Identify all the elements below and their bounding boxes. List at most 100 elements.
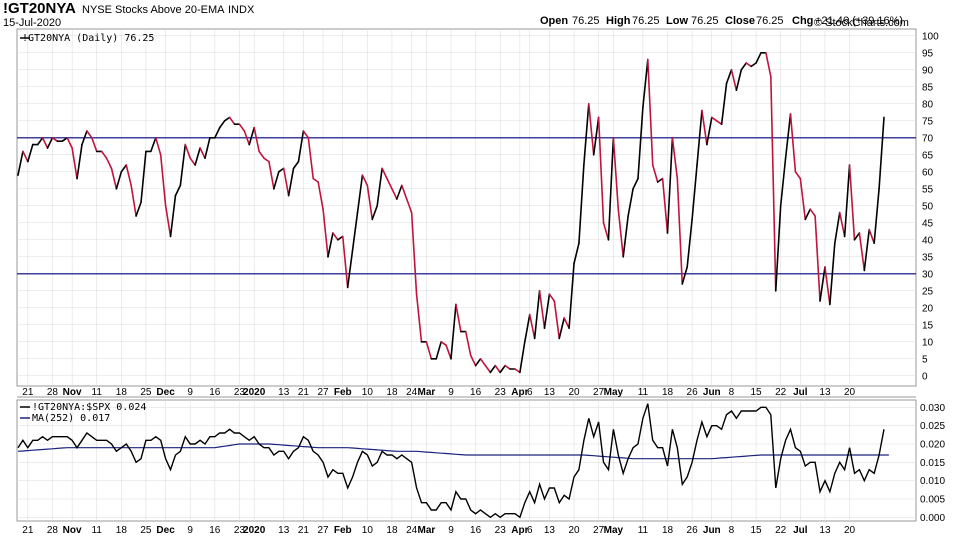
breadth-segment <box>194 147 201 166</box>
close-label: Close <box>725 15 755 27</box>
x-tick-label: Jun <box>703 387 721 398</box>
breadth-segment <box>199 147 206 159</box>
symbol-title: !GT20NYA <box>3 0 76 17</box>
breadth-segment <box>356 174 364 214</box>
y-tick-label: 0.010 <box>920 476 945 487</box>
breadth-segment <box>27 143 34 163</box>
main-y-axis: 0 5 10 15 20 25 30 35 40 45 50 55 60 65 70 75 80 85 90 95 10… <box>922 31 939 382</box>
breadth-segment <box>253 126 260 153</box>
y-tick-label: 5 <box>922 354 928 365</box>
breadth-segment <box>681 266 688 285</box>
y-tick-label: 70 <box>922 133 934 144</box>
breadth-segment <box>86 130 93 139</box>
breadth-segment <box>22 150 29 163</box>
breadth-segment <box>750 62 757 68</box>
breadth-segment <box>740 62 748 71</box>
x-tick-label: 9 <box>187 387 193 398</box>
breadth-segment <box>189 157 196 166</box>
breadth-segment <box>774 205 782 292</box>
x-tick-label: 20 <box>844 387 856 398</box>
x-tick-label: 13 <box>278 525 290 536</box>
breadth-segment <box>51 137 59 142</box>
breadth-segment <box>637 106 644 180</box>
breadth-segment <box>277 167 285 173</box>
y-tick-label: 55 <box>922 184 934 195</box>
breadth-segment <box>770 75 777 292</box>
breadth-segment <box>445 344 452 360</box>
x-tick-label: 11 <box>92 387 103 398</box>
breadth-segment <box>858 232 866 272</box>
x-tick-label: Jul <box>793 525 808 536</box>
y-tick-label: 0.015 <box>920 458 945 469</box>
low-value: 76.25 <box>691 15 719 27</box>
y-tick-label: 0 <box>922 371 928 382</box>
main-panel-frame <box>16 28 917 387</box>
y-tick-label: 35 <box>922 252 934 263</box>
breadth-segment <box>415 293 423 343</box>
breadth-segment <box>696 109 703 166</box>
breadth-segment <box>164 205 172 238</box>
breadth-segment <box>273 171 280 190</box>
breadth-segment <box>642 58 649 108</box>
ratio-lines <box>17 403 889 519</box>
breadth-segment <box>243 130 251 146</box>
breadth-segment <box>287 167 295 197</box>
breadth-segment <box>863 228 871 272</box>
x-tick-label: 20 <box>568 387 580 398</box>
ratio-line <box>17 403 885 519</box>
breadth-segment <box>755 51 762 64</box>
x-tick-label: 15 <box>751 525 763 536</box>
breadth-segment <box>100 150 108 159</box>
breadth-segment <box>258 150 265 159</box>
y-tick-label: 10 <box>922 337 934 348</box>
x-tick-label: May <box>604 525 624 536</box>
x-tick-label: 28 <box>47 525 59 536</box>
y-tick-label: 45 <box>922 218 934 229</box>
breadth-segment <box>647 58 654 166</box>
breadth-segment <box>115 171 123 190</box>
exchange-label: INDX <box>228 4 255 16</box>
breadth-segment <box>524 313 531 343</box>
x-tick-label: 18 <box>116 387 128 398</box>
x-tick-label: 23 <box>495 387 507 398</box>
symbol-description: NYSE Stocks Above 20-EMA <box>82 4 225 16</box>
breadth-segment <box>66 137 73 149</box>
breadth-segment <box>794 171 802 180</box>
breadth-segment <box>583 103 590 166</box>
x-tick-label: 24 <box>406 387 418 398</box>
breadth-segment <box>597 116 605 224</box>
breadth-segment <box>587 103 595 156</box>
y-tick-label: 65 <box>922 150 934 161</box>
breadth-segment <box>179 143 187 187</box>
x-tick-label: 13 <box>544 387 556 398</box>
breadth-segment <box>789 113 797 173</box>
breadth-segment <box>332 232 339 241</box>
breadth-segment <box>632 177 639 190</box>
breadth-segment <box>504 364 511 370</box>
x-tick-label: Jun <box>703 525 721 536</box>
breadth-segment <box>46 137 54 149</box>
breadth-segment <box>36 137 44 146</box>
y-tick-label: 0.000 <box>920 513 945 524</box>
breadth-segment <box>327 232 334 258</box>
x-tick-label: Apr <box>511 525 528 536</box>
breadth-segment <box>706 116 713 146</box>
x-tick-label: 8 <box>729 387 735 398</box>
breadth-segment <box>184 143 192 159</box>
ratio-panel-frame <box>16 399 917 522</box>
breadth-segment <box>302 130 310 139</box>
breadth-segment <box>366 184 374 221</box>
breadth-segment <box>833 211 841 244</box>
x-tick-label: Feb <box>334 387 352 398</box>
breadth-segment <box>81 130 88 146</box>
breadth-segment <box>528 313 536 340</box>
high-label: High <box>606 15 631 27</box>
x-tick-label: 11 <box>638 387 649 398</box>
breadth-segment <box>140 150 147 204</box>
breadth-segment <box>76 143 83 180</box>
breadth-segment <box>784 113 792 159</box>
breadth-segment <box>361 174 369 187</box>
